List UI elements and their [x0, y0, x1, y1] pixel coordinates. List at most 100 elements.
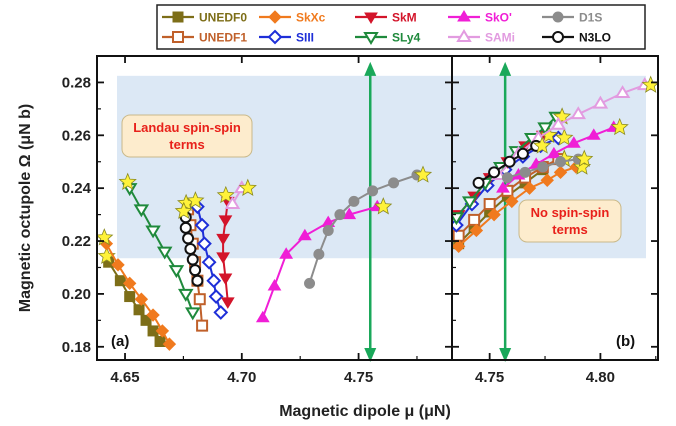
data-point	[313, 248, 325, 260]
data-point	[114, 275, 126, 287]
data-point	[216, 252, 231, 264]
data-point	[146, 308, 160, 322]
data-point	[267, 279, 282, 291]
legend-item-skxc: SkXc	[259, 10, 326, 25]
annotation-box	[121, 114, 253, 158]
data-point	[122, 276, 137, 291]
annotation-text: No spin-spin	[531, 205, 610, 220]
series-skxc	[97, 228, 177, 351]
legend-label: SAMi	[485, 31, 515, 45]
legend-label: UNEDF1	[199, 31, 247, 45]
data-point	[208, 289, 224, 304]
annotation-text: terms	[552, 222, 587, 237]
data-point	[468, 213, 481, 226]
data-point	[550, 116, 567, 130]
data-point	[213, 305, 229, 320]
legend-box	[156, 4, 646, 50]
y-tick-label: 0.22	[62, 233, 91, 250]
data-point	[348, 195, 360, 207]
data-point	[452, 212, 465, 226]
data-point	[156, 246, 173, 260]
data-point	[522, 181, 537, 195]
series-sly4	[118, 172, 201, 321]
legend-item-sko: SkO'	[448, 10, 512, 25]
y-tick-label: 0.18	[62, 339, 91, 356]
data-point	[334, 209, 346, 221]
data-point	[342, 207, 357, 220]
data-point	[184, 242, 197, 255]
highlight-star	[555, 128, 574, 146]
data-point	[145, 225, 161, 239]
panel-b: No spin-spin terms 4.75 4.80 (b)	[451, 55, 659, 386]
legend-label: SIII	[296, 31, 314, 45]
data-point	[537, 161, 549, 173]
series-d1s	[304, 165, 433, 289]
data-point	[155, 324, 170, 338]
data-point	[487, 207, 501, 222]
legend-label: SkM	[392, 11, 417, 25]
panel-label: (b)	[616, 333, 635, 350]
y-tick-label: 0.20	[62, 286, 91, 303]
arrow-head-down	[499, 348, 512, 362]
highlight-star	[374, 197, 393, 215]
data-point	[322, 224, 334, 236]
data-point	[547, 146, 561, 159]
data-point	[189, 264, 202, 277]
data-point	[201, 254, 217, 270]
data-point	[133, 204, 150, 218]
legend-label: UNEDF0	[199, 11, 247, 25]
arrow-head-up	[499, 61, 512, 76]
data-point	[279, 247, 294, 259]
data-point	[566, 136, 581, 148]
legend-label: D1S	[579, 11, 602, 25]
data-point	[496, 181, 510, 193]
series-group	[97, 165, 433, 351]
data-point	[218, 215, 233, 227]
data-point	[216, 233, 231, 246]
highlight-star	[533, 136, 552, 154]
data-point	[224, 196, 241, 210]
y-axis-label: Magnetic octupole Ω (μN b)	[17, 104, 34, 312]
series-siii	[186, 191, 229, 320]
y-tick-label: 0.24	[62, 180, 92, 197]
data-point	[255, 310, 270, 323]
series-skm	[216, 185, 235, 309]
legend: UNEDF0 SkXc SkM SkO' D1S UNEDF1 SIII SLy4 SAMi N3…	[156, 4, 646, 50]
data-point	[367, 185, 379, 197]
data-point	[134, 292, 149, 306]
data-point	[304, 277, 316, 289]
highlight-star	[575, 149, 594, 167]
legend-marker	[552, 11, 564, 23]
x-tick-label: 4.70	[227, 369, 256, 386]
legend-item-sly4: SLy4	[355, 31, 421, 45]
data-point	[191, 274, 204, 287]
x-tick-label: 4.75	[344, 369, 373, 386]
data-point	[140, 314, 152, 326]
series-d1s	[501, 149, 594, 184]
data-point	[388, 177, 400, 189]
legend-item-d1s: D1S	[542, 11, 602, 25]
annotation-text: Landau spin-spin	[133, 120, 241, 135]
data-point	[503, 155, 516, 168]
y-tick-label: 0.28	[62, 74, 91, 91]
arrow-head-down	[364, 348, 377, 362]
data-point	[206, 273, 222, 289]
data-point	[182, 232, 195, 245]
legend-marker	[364, 12, 378, 24]
data-point	[614, 85, 631, 99]
highlight-star	[174, 201, 193, 219]
shaded-band	[117, 75, 452, 259]
series-n3lo	[174, 201, 204, 287]
x-tick-label: 4.75	[475, 369, 504, 386]
data-point	[488, 166, 501, 179]
highlight-star	[118, 172, 137, 190]
highlight-star	[216, 185, 235, 204]
legend-item-skm: SkM	[355, 11, 417, 25]
legend-marker	[172, 11, 184, 23]
data-point	[154, 335, 166, 347]
data-point	[168, 265, 185, 279]
x-tick-label: 4.65	[110, 369, 139, 386]
highlight-star	[413, 165, 433, 183]
data-point	[186, 253, 199, 266]
panel-frame	[451, 55, 659, 361]
